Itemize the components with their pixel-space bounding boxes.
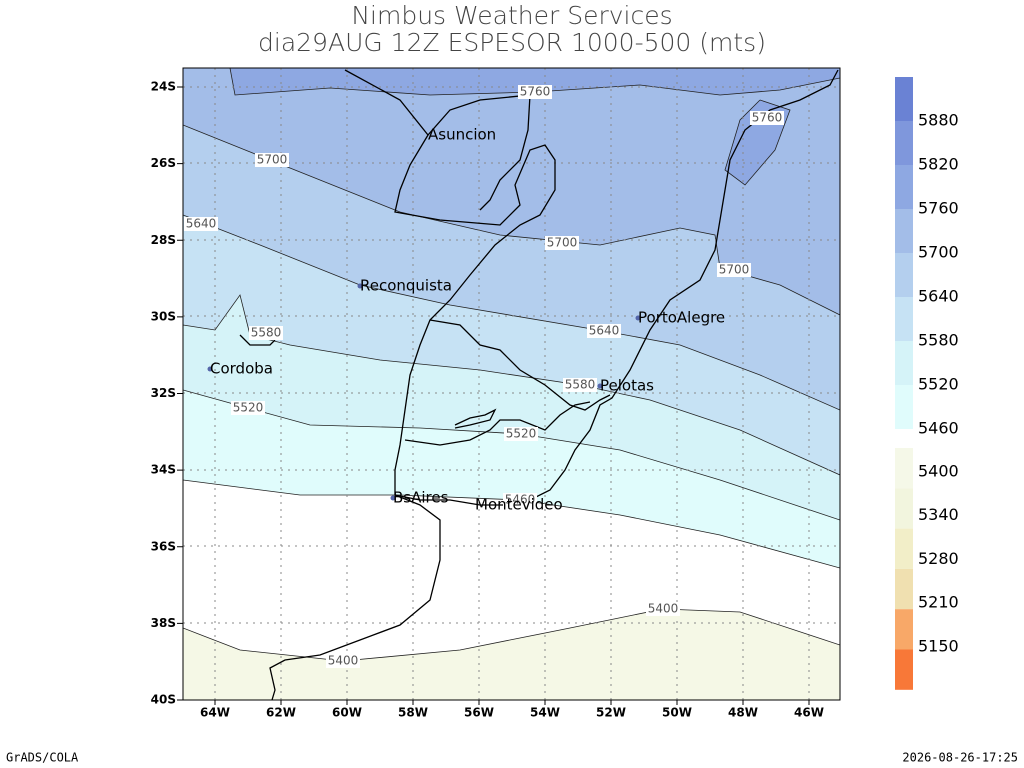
lat-label: 40S [151, 693, 176, 707]
contour-label: 5760 [752, 111, 783, 125]
lat-label: 26S [151, 156, 176, 170]
lon-label: 58W [398, 706, 428, 720]
city-marker [635, 315, 641, 321]
colorbar-swatch [895, 528, 913, 569]
colorbar-label: 5460 [918, 419, 959, 438]
colorbar-label: 5640 [918, 287, 959, 306]
contour-label: 5640 [186, 217, 217, 231]
lat-label: 24S [151, 80, 176, 94]
colorbar-label: 5340 [918, 505, 959, 524]
lat-label: 34S [151, 463, 176, 477]
colorbar-label: 5210 [918, 593, 959, 612]
colorbar-label: 5520 [918, 375, 959, 394]
contour-label-bg [231, 401, 265, 415]
lon-label: 48W [728, 706, 758, 720]
contour-label-bg [504, 427, 538, 441]
lon-label: 64W [200, 706, 230, 720]
lat-label: 28S [151, 233, 176, 247]
city-marker [357, 283, 363, 289]
colorbar-swatch [895, 568, 913, 610]
city-label: Asuncion [428, 126, 496, 144]
colorbar-swatch [895, 488, 913, 529]
contour-label-bg [503, 493, 537, 507]
footer-left: GrADS/COLA [6, 751, 79, 765]
lat-label: 30S [151, 309, 176, 323]
contour-label-bg [184, 217, 218, 231]
contour-label-bg [750, 111, 784, 125]
contour-label: 5640 [589, 324, 620, 338]
contour-label-bg [717, 263, 751, 277]
map-fills [183, 68, 840, 700]
city-label: Reconquista [360, 277, 452, 295]
lon-label: 54W [530, 706, 560, 720]
city-label: BsAires [393, 489, 449, 507]
colorbar-label: 5400 [918, 462, 959, 481]
contour-label: 5760 [520, 85, 551, 99]
colorbar-label: 5880 [918, 111, 959, 130]
contour-label: 5700 [719, 263, 750, 277]
footer-right: 2026-08-26-17:25 [902, 751, 1018, 765]
plot-frame [182, 67, 841, 701]
colorbar-swatch [895, 165, 913, 209]
contour-label-bg [563, 378, 597, 392]
contour-label: 5400 [328, 654, 359, 668]
colorbar: 5880 5820 5760 5700 5640 5580 5520 5460 5400 5340… [895, 77, 959, 690]
colorbar-swatch [895, 253, 913, 297]
colorbar-label: 5580 [918, 331, 959, 350]
colorbar-swatch [895, 121, 913, 165]
lon-label: 60W [332, 706, 362, 720]
lon-label: 56W [464, 706, 494, 720]
city-label: PortoAlegre [638, 309, 725, 327]
lat-label: 36S [151, 539, 176, 553]
lat-label: 32S [151, 386, 176, 400]
contour-label-bg [255, 153, 289, 167]
city-marker [390, 495, 396, 501]
colorbar-label: 5760 [918, 199, 959, 218]
colorbar-swatch [895, 341, 913, 385]
contour-label-bg [646, 602, 680, 616]
contour-label: 5580 [251, 326, 282, 340]
contour-label-bg [587, 324, 621, 338]
colorbar-swatch [895, 385, 913, 429]
colorbar-label: 5280 [918, 549, 959, 568]
contour-label: 5520 [233, 401, 264, 415]
contour-label: 5400 [648, 602, 679, 616]
city-label: Pelotas [600, 377, 654, 395]
colorbar-swatch [895, 209, 913, 253]
colorbar-swatch [895, 649, 913, 690]
contour-label-bg [249, 326, 283, 340]
contour-label: 5580 [565, 378, 596, 392]
contour-label-bg [326, 654, 360, 668]
city-label: Montevideo [475, 496, 563, 514]
city-label: Cordoba [210, 360, 273, 378]
lon-label: 52W [596, 706, 626, 720]
city-marker [207, 366, 213, 372]
labels: 24S 26S 28S 30S 32S 34S 36S 38S 40S 64W 62W 60W 58W 5… [151, 80, 824, 720]
contour-label: 5520 [506, 427, 537, 441]
colorbar-label: 5820 [918, 155, 959, 174]
colorbar-swatch [895, 448, 913, 489]
contour-label-bg [545, 236, 579, 250]
colorbar-swatch [895, 297, 913, 341]
colorbar-label: 5700 [918, 243, 959, 262]
colorbar-label: 5150 [918, 636, 959, 655]
lon-label: 62W [266, 706, 296, 720]
city-marker [597, 383, 603, 389]
lat-label: 38S [151, 616, 176, 630]
contour-label: 5460 [505, 493, 536, 507]
subtitle: dia29AUG 12Z ESPESOR 1000-500 (mts) [258, 28, 766, 57]
contour-label: 5700 [547, 236, 578, 250]
contour-label-bg [518, 85, 552, 99]
grid-lines [183, 68, 840, 700]
title: Nimbus Weather Services [351, 1, 672, 30]
lon-label: 50W [662, 706, 692, 720]
lon-label: 46W [794, 706, 824, 720]
contour-label: 5700 [257, 153, 288, 167]
colorbar-swatch [895, 609, 913, 650]
colorbar-swatch [895, 77, 913, 121]
